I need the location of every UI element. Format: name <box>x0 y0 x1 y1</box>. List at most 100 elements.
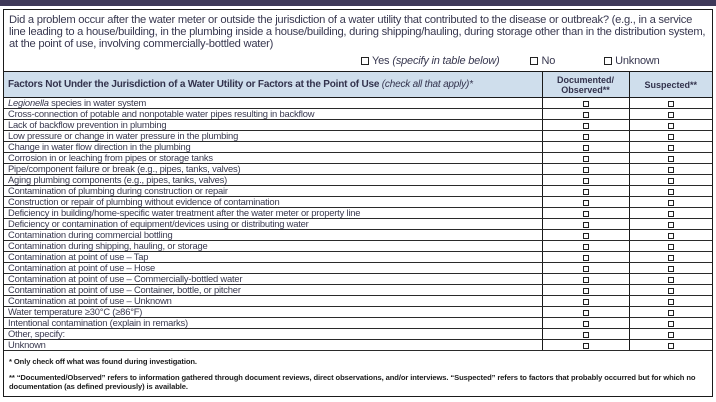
table-row: Pipe/component failure or break (e.g., p… <box>4 163 712 175</box>
suspected-checkbox[interactable] <box>667 342 674 349</box>
suspected-checkbox[interactable] <box>667 331 674 338</box>
documented-checkbox[interactable] <box>582 133 589 140</box>
suspected-checkbox[interactable] <box>667 111 674 118</box>
suspected-checkbox[interactable] <box>667 298 674 305</box>
suspected-checkbox[interactable] <box>667 188 674 195</box>
unknown-label: Unknown <box>615 54 660 67</box>
option-unknown[interactable]: Unknown <box>604 54 660 67</box>
documented-checkbox[interactable] <box>582 166 589 173</box>
documented-cell <box>541 306 629 318</box>
documented-checkbox[interactable] <box>582 287 589 294</box>
suspected-checkbox[interactable] <box>667 133 674 140</box>
suspected-checkbox[interactable] <box>667 177 674 184</box>
documented-checkbox[interactable] <box>582 309 589 316</box>
suspected-checkbox[interactable] <box>667 320 674 327</box>
suspected-checkbox[interactable] <box>667 199 674 206</box>
table-row: Intentional contamination (explain in re… <box>4 317 712 329</box>
table-row: Deficiency or contamination of equipment… <box>4 218 712 230</box>
suspected-checkbox[interactable] <box>667 309 674 316</box>
documented-checkbox[interactable] <box>582 276 589 283</box>
table-row: Contamination at point of use – Containe… <box>4 284 712 296</box>
unknown-checkbox[interactable] <box>604 56 613 65</box>
problem-occurred-options: Yes (specify in table below) No Unknown <box>9 54 707 67</box>
option-no[interactable]: No <box>530 55 555 67</box>
factor-label: Contamination at point of use – Commerci… <box>4 273 542 285</box>
suspected-column-header: Suspected** <box>628 71 712 98</box>
documented-checkbox[interactable] <box>582 254 589 261</box>
table-row: Contamination of plumbing during constru… <box>4 185 712 197</box>
documented-checkbox[interactable] <box>582 199 589 206</box>
question-section: Did a problem occur after the water mete… <box>4 10 712 71</box>
suspected-cell <box>628 152 712 164</box>
documented-checkbox[interactable] <box>582 111 589 118</box>
factors-column-header: Factors Not Under the Jurisdiction of a … <box>4 71 542 98</box>
documented-checkbox[interactable] <box>582 210 589 217</box>
factor-label: Contamination at point of use – Tap <box>4 251 542 263</box>
factor-label: Pipe/component failure or break (e.g., p… <box>4 163 542 175</box>
suspected-checkbox[interactable] <box>667 287 674 294</box>
suspected-cell <box>628 174 712 186</box>
suspected-cell <box>628 284 712 296</box>
option-yes[interactable]: Yes (specify in table below) <box>361 54 500 67</box>
yes-checkbox[interactable] <box>361 56 369 65</box>
documented-cell <box>541 229 629 241</box>
documented-cell <box>541 262 629 274</box>
documented-cell <box>541 295 629 307</box>
no-checkbox[interactable] <box>530 56 539 65</box>
documented-checkbox[interactable] <box>582 221 589 228</box>
documented-checkbox[interactable] <box>582 144 589 151</box>
suspected-cell <box>628 196 712 208</box>
factor-label: Unknown <box>4 339 542 351</box>
documented-checkbox[interactable] <box>582 320 589 327</box>
table-row: Contamination at point of use – Commerci… <box>4 273 712 285</box>
documented-checkbox[interactable] <box>582 243 589 250</box>
documented-checkbox[interactable] <box>582 155 589 162</box>
table-row: Corrosion in or leaching from pipes or s… <box>4 152 712 164</box>
documented-cell <box>541 141 629 153</box>
suspected-checkbox[interactable] <box>667 210 674 217</box>
no-label: No <box>541 54 556 67</box>
suspected-checkbox[interactable] <box>667 144 674 151</box>
section-divider-bar <box>0 0 716 6</box>
documented-checkbox[interactable] <box>582 265 589 272</box>
documented-checkbox[interactable] <box>582 100 589 107</box>
table-row: Lack of backflow prevention in plumbing <box>4 119 712 131</box>
suspected-checkbox[interactable] <box>667 122 674 129</box>
factor-label: Contamination during commercial bottling <box>4 229 542 241</box>
factor-label: Contamination at point of use – Unknown <box>4 295 542 307</box>
documented-cell <box>541 163 629 175</box>
question-text: Did a problem occur after the water mete… <box>9 14 706 50</box>
documented-checkbox[interactable] <box>582 177 589 184</box>
yes-label: Yes <box>372 54 390 67</box>
factor-label: Contamination during shipping, hauling, … <box>4 240 542 252</box>
suspected-checkbox[interactable] <box>667 100 674 107</box>
factor-label: Other, specify: <box>4 328 542 340</box>
documented-checkbox[interactable] <box>582 298 589 305</box>
suspected-checkbox[interactable] <box>667 276 674 283</box>
documented-checkbox[interactable] <box>582 331 589 338</box>
documented-checkbox[interactable] <box>582 188 589 195</box>
factor-label: Lack of backflow prevention in plumbing <box>4 119 542 131</box>
table-row: Contamination at point of use – Unknown <box>4 295 712 307</box>
suspected-cell <box>628 185 712 197</box>
documented-checkbox[interactable] <box>582 342 589 349</box>
factors-table: Factors Not Under the Jurisdiction of a … <box>4 71 712 351</box>
documented-checkbox[interactable] <box>582 122 589 129</box>
documented-checkbox[interactable] <box>582 232 589 239</box>
suspected-checkbox[interactable] <box>667 254 674 261</box>
table-row: Low pressure or change in water pressure… <box>4 130 712 142</box>
documented-cell <box>541 174 629 186</box>
footnote-2: ** “Documented/Observed” refers to infor… <box>9 373 696 391</box>
suspected-checkbox[interactable] <box>667 221 674 228</box>
suspected-checkbox[interactable] <box>667 232 674 239</box>
documented-cell <box>541 196 629 208</box>
suspected-checkbox[interactable] <box>667 243 674 250</box>
table-row: Contamination during shipping, hauling, … <box>4 240 712 252</box>
suspected-checkbox[interactable] <box>667 166 674 173</box>
suspected-cell <box>628 218 712 230</box>
suspected-checkbox[interactable] <box>667 155 674 162</box>
factors-tbody: Legionella species in water system Cross-… <box>4 97 712 351</box>
suspected-checkbox[interactable] <box>667 265 674 272</box>
yes-note: (specify in table below) <box>392 54 500 67</box>
factor-label: Contamination at point of use – Hose <box>4 262 542 274</box>
